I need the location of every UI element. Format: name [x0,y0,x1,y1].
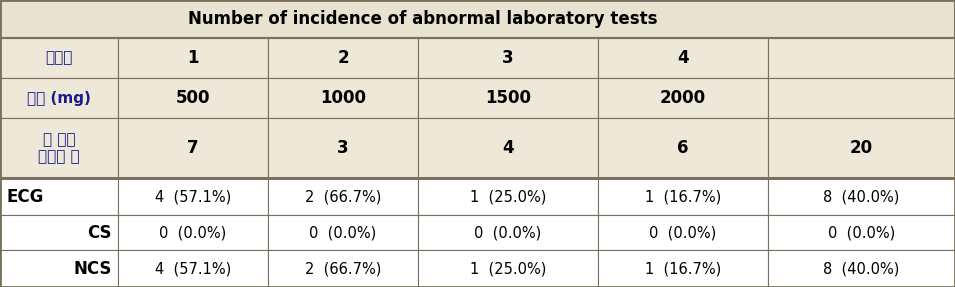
Text: 1  (25.0%): 1 (25.0%) [470,261,546,276]
Text: 3: 3 [502,49,514,67]
Bar [0,250,118,287]
Bar [0,118,118,178]
Text: 0  (0.0%): 0 (0.0%) [475,225,541,240]
Bar [268,250,418,287]
Bar [118,250,268,287]
Text: 0  (0.0%): 0 (0.0%) [159,225,226,240]
Text: 4  (57.1%): 4 (57.1%) [155,189,231,204]
Bar [0,178,118,215]
Bar [598,250,768,287]
Text: 0  (0.0%): 0 (0.0%) [309,225,376,240]
Text: 2  (66.7%): 2 (66.7%) [305,189,381,204]
Bar [418,38,598,78]
Bar [598,78,768,118]
Bar [418,215,598,250]
Bar [0,78,118,118]
Bar [268,215,418,250]
Text: 6: 6 [677,139,689,157]
Text: 1  (16.7%): 1 (16.7%) [645,261,721,276]
Bar [768,250,955,287]
Bar [768,215,955,250]
Bar [118,178,268,215]
Text: 2: 2 [337,49,349,67]
Text: 8  (40.0%): 8 (40.0%) [823,189,900,204]
Bar [118,215,268,250]
Bar [118,38,268,78]
Bar [0,38,118,78]
Bar [418,250,598,287]
Bar [418,178,598,215]
Text: 1500: 1500 [485,89,531,107]
Bar [598,215,768,250]
Bar [768,78,955,118]
Text: 용량 (mg): 용량 (mg) [27,90,91,106]
Bar [268,78,418,118]
Bar [118,78,268,118]
Bar [418,118,598,178]
Text: 4  (57.1%): 4 (57.1%) [155,261,231,276]
Bar [768,38,955,78]
Bar [118,118,268,178]
Bar [768,178,955,215]
Bar [268,38,418,78]
Bar [598,178,768,215]
Text: ECG: ECG [6,187,43,205]
Text: 20: 20 [850,139,873,157]
Text: 8  (40.0%): 8 (40.0%) [823,261,900,276]
Text: NCS: NCS [74,259,112,278]
Bar [598,38,768,78]
Text: 4: 4 [677,49,689,67]
Text: 3: 3 [337,139,349,157]
Text: 0  (0.0%): 0 (0.0%) [828,225,895,240]
Text: Number of incidence of abnormal laboratory tests: Number of incidence of abnormal laborato… [188,10,658,28]
Bar [598,118,768,178]
Text: 4: 4 [502,139,514,157]
Text: 0  (0.0%): 0 (0.0%) [649,225,716,240]
Text: 총 분석
대상자 수: 총 분석 대상자 수 [38,132,80,164]
Text: 500: 500 [176,89,210,107]
Bar [418,78,598,118]
Text: 1: 1 [187,49,199,67]
Bar [268,178,418,215]
Text: 코호트: 코호트 [45,51,73,65]
Text: 1  (25.0%): 1 (25.0%) [470,189,546,204]
Text: 2  (66.7%): 2 (66.7%) [305,261,381,276]
Bar [0,0,955,38]
Bar [268,118,418,178]
Text: 1000: 1000 [320,89,366,107]
Text: CS: CS [88,224,112,241]
Bar [768,118,955,178]
Text: 1  (16.7%): 1 (16.7%) [645,189,721,204]
Text: 7: 7 [187,139,199,157]
Text: 2000: 2000 [660,89,706,107]
Bar [0,215,118,250]
